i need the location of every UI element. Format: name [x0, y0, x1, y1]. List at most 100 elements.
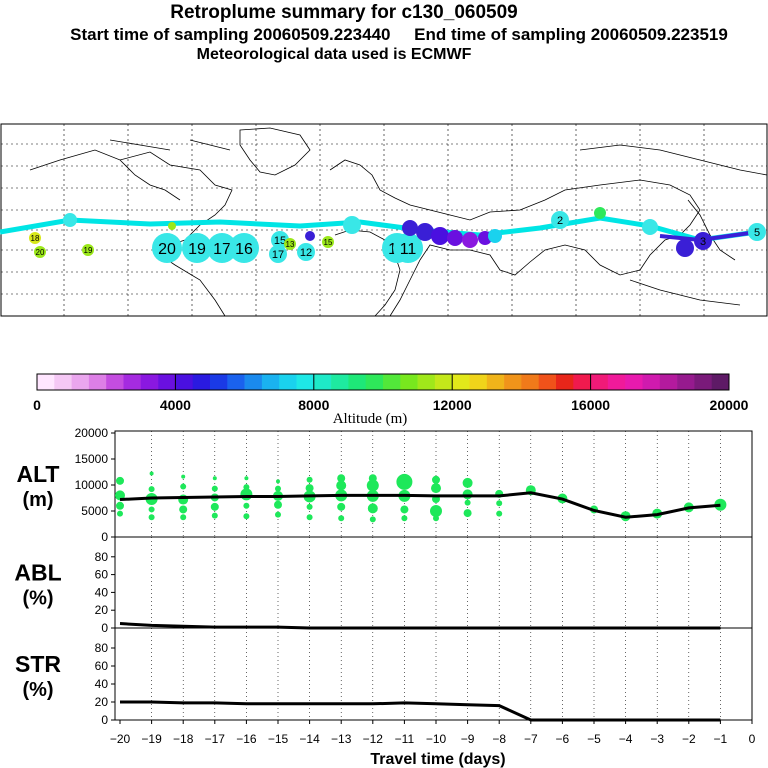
chart-title: Retroplume summary for c130_060509: [170, 2, 518, 23]
alt-scatter-dot: [338, 515, 345, 522]
alt-scatter-dot: [431, 483, 441, 494]
x-tick-label: −6: [556, 732, 570, 746]
alt-scatter-dot: [400, 505, 409, 514]
colorbar-swatch: [140, 374, 159, 390]
alt-scatter-dot: [244, 476, 249, 481]
map-plume-blob: [416, 223, 434, 241]
y-tick-label: 60: [95, 568, 109, 582]
colorbar-swatch: [192, 374, 211, 390]
panel-title: ABL: [14, 560, 61, 586]
alt-scatter-dot: [274, 500, 282, 509]
sampling-times: Start time of sampling 20060509.223440 E…: [70, 25, 728, 44]
alt-scatter-dot: [337, 502, 346, 511]
x-tick-label: −15: [268, 732, 289, 746]
x-tick-label: −9: [461, 732, 475, 746]
colorbar-tick-label: 20000: [710, 397, 749, 413]
map-plume-blob: [462, 232, 478, 248]
map-cluster-label: 3: [700, 236, 706, 248]
colorbar-swatch: [625, 374, 643, 390]
map-cluster-dot: [152, 233, 182, 263]
alt-scatter-dot: [179, 505, 188, 514]
map-cluster-dot: [34, 246, 46, 258]
map-plume-blob: [431, 227, 449, 245]
alt-scatter-dot: [462, 477, 473, 488]
y-tick-label: 20: [95, 603, 109, 617]
map-cluster-label: 19: [188, 241, 206, 258]
colorbar-swatch: [348, 374, 366, 390]
colorbar-swatch: [659, 374, 678, 390]
map-cluster-dot: [29, 232, 41, 244]
colorbar-swatch: [261, 374, 280, 390]
alt-scatter-dot: [117, 510, 123, 517]
y-tick-label: 80: [95, 550, 109, 564]
colorbar-swatch: [313, 374, 332, 390]
y-tick-label: 20000: [75, 426, 109, 440]
x-tick-label: −16: [236, 732, 257, 746]
alt-scatter-dot: [306, 503, 313, 510]
colorbar-swatch: [54, 374, 72, 390]
map-cluster-dot: [297, 243, 315, 261]
map-plume-blob: [642, 219, 658, 235]
x-tick-label: −10: [426, 732, 447, 746]
colorbar-swatch: [504, 374, 522, 390]
alt-scatter-dot: [464, 499, 471, 506]
alt-scatter-dot: [115, 490, 125, 501]
alt-scatter-dot: [180, 514, 187, 521]
series-line-abl: [119, 622, 721, 630]
colorbar-swatch: [106, 374, 124, 390]
map-cluster-label: 20: [158, 241, 176, 258]
map-cluster-label: 12: [300, 247, 312, 259]
alt-scatter-dot: [180, 483, 187, 490]
colorbar-swatch: [158, 374, 176, 390]
alt-scatter-dot: [116, 501, 124, 510]
colorbar-swatch: [573, 374, 591, 390]
colorbar-swatch: [677, 374, 695, 390]
x-tick-label: −12: [363, 732, 384, 746]
map-plume-blob: [447, 230, 463, 246]
map-cluster-dot: [269, 245, 287, 263]
y-tick-label: 5000: [81, 504, 108, 518]
x-tick-label: −7: [524, 732, 538, 746]
map-plume-blob: [305, 231, 315, 241]
map-plume-blob: [402, 220, 418, 236]
colorbar-tick-label: 16000: [571, 397, 610, 413]
x-tick-label: −5: [587, 732, 601, 746]
colorbar-swatch: [175, 374, 193, 390]
x-tick-label: −13: [331, 732, 352, 746]
y-tick-label: 0: [101, 530, 108, 544]
colorbar-swatch: [37, 374, 55, 390]
series-line-str: [120, 700, 721, 722]
map-cluster-dot: [229, 233, 259, 263]
alt-scatter-dot: [212, 476, 217, 481]
colorbar-ticks: 0 4000 8000 12000 16000 20000: [33, 374, 749, 413]
map-cluster-label: 15: [324, 238, 333, 247]
coastlines: [29, 127, 768, 317]
map-plume-blob: [343, 216, 361, 234]
map-plume-blob: [488, 229, 502, 243]
y-tick-label: 80: [95, 641, 109, 655]
alt-scatter-dot: [211, 485, 218, 492]
alt-scatter-dot: [275, 485, 281, 492]
alt-scatter-dot: [368, 474, 377, 483]
map-cluster-dot: [694, 232, 712, 250]
alt-scatter-dot: [305, 484, 314, 493]
x-tick-label: −4: [619, 732, 633, 746]
x-tick-label: −18: [173, 732, 194, 746]
map-cluster-dot: [284, 238, 296, 250]
map-cluster-dot: [82, 244, 94, 256]
colorbar-swatch: [469, 374, 488, 390]
alt-scatter-dot: [210, 502, 219, 511]
map-plume-dots: 2019171615171213151211235201918: [29, 207, 766, 263]
y-tick-label: 60: [95, 659, 109, 673]
alt-scatter-dot: [463, 509, 472, 518]
alt-scatter-dot: [496, 500, 503, 507]
colorbar-swatch: [383, 374, 401, 390]
alt-scatter-dot: [337, 474, 346, 483]
map-plume-blob: [168, 222, 176, 230]
colorbar-tick-label: 4000: [160, 397, 191, 413]
panel-unit: (m): [22, 489, 53, 511]
colorbar-swatch: [296, 374, 315, 390]
map-cluster-label: 18: [31, 234, 40, 243]
x-tick-label: −1: [714, 732, 728, 746]
panel-title: ALT: [16, 461, 59, 487]
